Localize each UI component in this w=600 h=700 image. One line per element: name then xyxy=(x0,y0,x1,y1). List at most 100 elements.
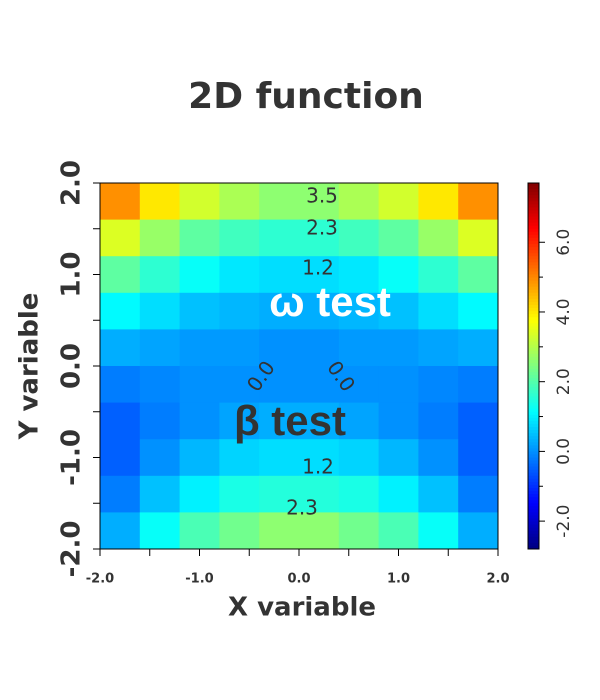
colorbar-segment xyxy=(528,286,539,291)
colorbar-frame xyxy=(527,182,540,550)
colorbar-segment xyxy=(528,216,539,221)
heat-cell xyxy=(259,292,300,330)
heat-cell xyxy=(418,439,459,477)
heat-cell xyxy=(100,366,141,404)
colorbar-segment xyxy=(528,198,539,202)
colorbar-segment xyxy=(528,381,539,385)
heat-cell xyxy=(139,402,181,440)
colorbar-segment xyxy=(528,335,539,340)
heat-cell xyxy=(259,475,300,513)
colorbar-segment xyxy=(528,512,539,516)
colorbar-segment xyxy=(528,457,539,462)
y-tick-label: -1.0 xyxy=(57,429,87,486)
colorbar-segment xyxy=(528,347,539,352)
heat-cell xyxy=(259,329,300,367)
colorbar-segment xyxy=(528,359,539,364)
colorbar-segment xyxy=(528,298,539,303)
colorbar-segment xyxy=(528,244,539,248)
colorbar-segment xyxy=(528,533,539,538)
colorbar-segment xyxy=(528,329,539,333)
heat-cell xyxy=(338,219,380,257)
colorbar-segment xyxy=(528,478,539,483)
heat-cell xyxy=(299,183,340,221)
heat-cell xyxy=(219,292,260,330)
colorbar-segment xyxy=(528,375,539,379)
colorbar-segment xyxy=(528,420,539,425)
colorbar-segment xyxy=(528,189,539,193)
heat-cell xyxy=(418,512,459,550)
heat-cell xyxy=(219,256,260,294)
contour-label: 3.5 xyxy=(306,184,338,208)
heat-cell xyxy=(219,439,260,477)
colorbar-tick-label: -2.0 xyxy=(554,505,574,538)
colorbar-segment xyxy=(528,283,539,288)
heat-cell xyxy=(338,183,380,221)
colorbar-segment xyxy=(528,280,539,285)
heat-cell xyxy=(378,439,419,477)
heat-cell xyxy=(299,402,340,440)
colorbar-segment xyxy=(528,308,539,312)
annotation: ω test xyxy=(269,278,391,325)
colorbar-segment xyxy=(528,393,539,397)
colorbar-segment xyxy=(528,539,539,544)
heat-cell xyxy=(458,183,499,221)
x-tick-label: 2.0 xyxy=(486,572,509,587)
colorbar-segment xyxy=(528,442,539,446)
colorbar-segment xyxy=(528,231,539,236)
heat-cell xyxy=(299,512,340,550)
colorbar-segment xyxy=(528,234,539,239)
colorbar-segment xyxy=(528,448,539,452)
heat-cell xyxy=(338,366,380,404)
colorbar-segment xyxy=(528,338,539,343)
heat-cell xyxy=(458,475,499,513)
colorbar-segment xyxy=(528,491,539,495)
colorbar-segment xyxy=(528,411,539,416)
colorbar-segment xyxy=(528,497,539,501)
heat-cell xyxy=(179,475,220,513)
x-tick-label: -2.0 xyxy=(86,572,114,587)
heat-cell xyxy=(458,292,499,330)
colorbar-segment xyxy=(528,484,539,489)
heat-cell xyxy=(139,256,181,294)
heat-cell xyxy=(418,183,459,221)
heat-cell xyxy=(418,219,459,257)
colorbar-segment xyxy=(528,344,539,349)
colorbar-segment xyxy=(528,207,539,211)
heat-cell xyxy=(219,219,260,257)
colorbar-segment xyxy=(528,545,539,550)
colorbar-segment xyxy=(528,271,539,275)
colorbar-segment xyxy=(528,494,539,498)
heat-cell xyxy=(418,366,459,404)
heat-cell xyxy=(100,402,141,440)
chart-title: 2D function xyxy=(188,76,424,117)
colorbar-segment xyxy=(528,414,539,419)
colorbar-segment xyxy=(528,341,539,346)
colorbar-segment xyxy=(528,463,539,468)
heat-cell xyxy=(458,219,499,257)
colorbar-segment xyxy=(528,237,539,242)
colorbar-segment xyxy=(528,305,539,309)
heat-cell xyxy=(259,366,300,404)
colorbar-segment xyxy=(528,454,539,458)
heat-cell xyxy=(338,292,380,330)
heat-cell xyxy=(219,183,260,221)
colorbar-segment xyxy=(528,222,539,227)
heat-cell xyxy=(179,366,220,404)
heat-cell xyxy=(100,475,141,513)
colorbar-segment xyxy=(528,433,539,437)
heat-cell xyxy=(139,183,181,221)
heat-cell xyxy=(100,256,141,294)
heat-cell xyxy=(418,292,459,330)
colorbar-tick-label: 2.0 xyxy=(554,368,574,395)
heat-cell xyxy=(458,256,499,294)
heat-cell xyxy=(259,402,300,440)
heat-cell xyxy=(179,439,220,477)
heat-cell xyxy=(378,402,419,440)
heat-cell xyxy=(179,183,220,221)
colorbar-segment xyxy=(528,295,539,300)
contour-label: 2.3 xyxy=(306,216,338,240)
colorbar-segment xyxy=(528,536,539,541)
heat-cell xyxy=(259,256,300,294)
heat-cell xyxy=(378,256,419,294)
